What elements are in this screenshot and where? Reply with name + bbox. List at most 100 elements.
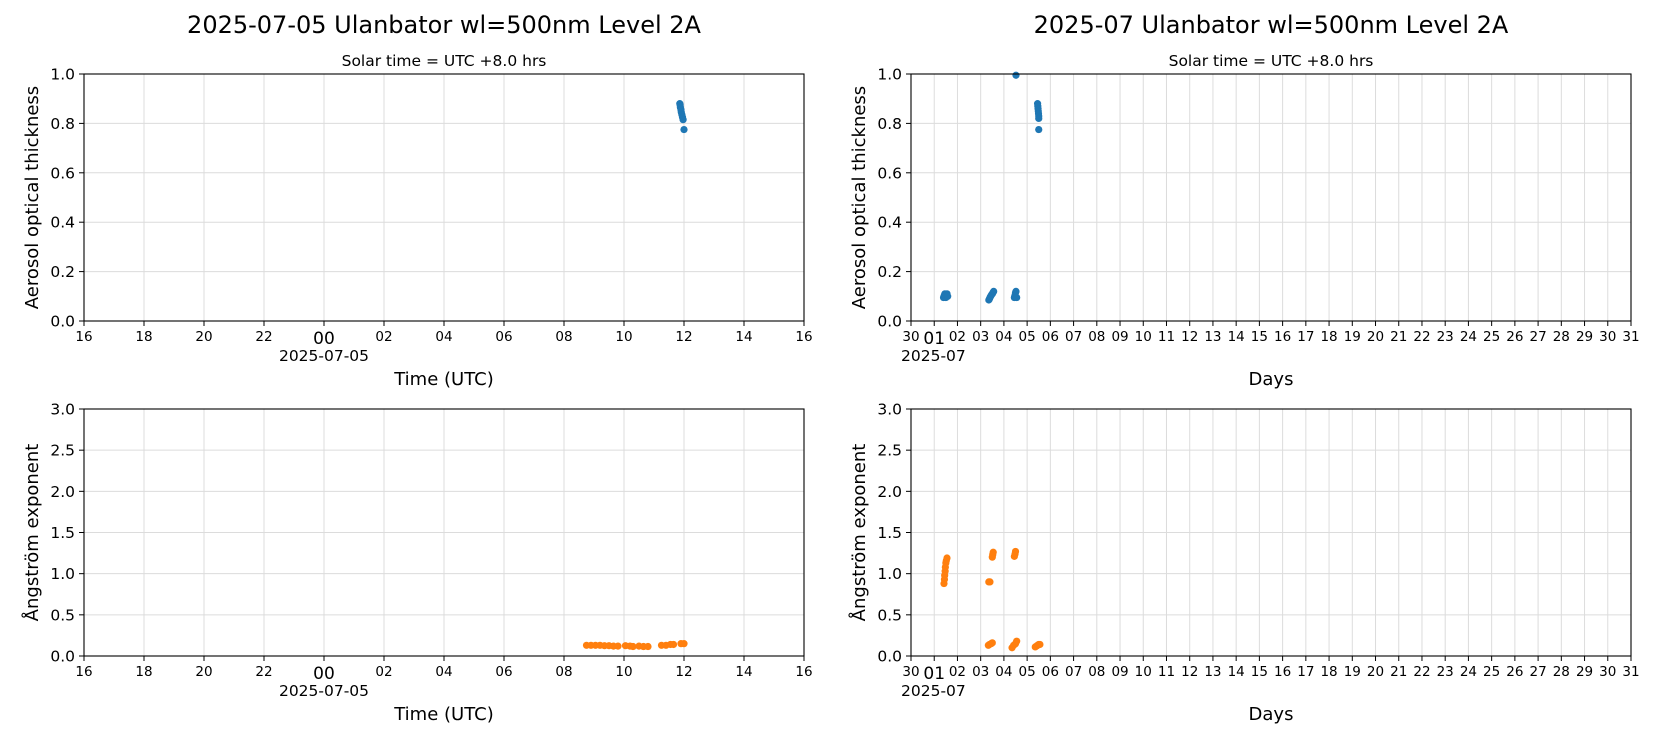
x-tick-label: 16: [75, 329, 92, 345]
chart-monthly-angstrom: 0.00.51.01.52.02.53.030 01 02 03 04 05 06 07 08 0…: [848, 401, 1640, 726]
x-tick-label: 29: [1576, 664, 1593, 680]
x-tick-label: 20: [195, 329, 212, 345]
y-tick-label: 0.4: [877, 214, 902, 232]
y-axis-label: Aerosol optical thickness: [849, 86, 870, 309]
data-point: [1011, 547, 1020, 556]
x-tick-label: 29: [1576, 329, 1593, 345]
x-tick-label: 14: [735, 329, 752, 345]
x-tick-label: 30: [902, 664, 919, 680]
y-tick-label: 0.8: [877, 115, 902, 133]
y-tick-label: 0.0: [50, 313, 75, 331]
data-point: [1012, 71, 1020, 79]
x-tick-label: 22: [255, 664, 272, 680]
x-tick-label: 15: [1251, 664, 1268, 680]
y-tick-label: 1.0: [877, 565, 902, 583]
x-tick-label: 19: [1344, 664, 1361, 680]
x-tick-label: 22: [1413, 664, 1430, 680]
y-axis-label: Aerosol optical thickness: [22, 86, 43, 309]
data-point: [629, 642, 637, 651]
y-tick-label: 2.5: [50, 442, 75, 460]
x-tick-label: 01: [923, 329, 945, 349]
x-tick-label: 23: [1437, 664, 1454, 680]
x-tick-label: 10: [615, 329, 632, 345]
x-tick-label: 18: [1320, 329, 1337, 345]
data-point: [680, 640, 688, 648]
x-tick-label: 02: [375, 329, 392, 345]
data-point: [669, 640, 678, 649]
y-tick-label: 0.0: [877, 648, 902, 666]
data-point: [1035, 125, 1043, 134]
x-tick-label: 10: [1135, 329, 1152, 345]
data-point: [644, 642, 652, 651]
x-tick-label: 04: [995, 329, 1012, 345]
y-tick-label: 0.5: [50, 606, 75, 624]
x-tick-label: 13: [1204, 329, 1221, 345]
x-tick-label: 30: [902, 329, 919, 345]
y-tick-label: 1.0: [877, 66, 902, 84]
x-tick-label: 11: [1158, 664, 1175, 680]
x-tick-label: 16: [795, 329, 812, 345]
x-tick-label: 11: [1158, 329, 1175, 345]
y-tick-label: 0.5: [877, 606, 902, 624]
x-tick-label: 01: [923, 664, 945, 684]
x-tick-label: 02: [375, 664, 392, 680]
plot-frame: [83, 408, 805, 657]
y-tick-label: 3.0: [877, 401, 902, 419]
x-tick-label: 00: [313, 329, 335, 349]
data-point: [989, 548, 997, 556]
data-point: [1013, 637, 1021, 645]
plot-frame: [910, 73, 1632, 322]
x-tick-label: 17: [1297, 664, 1314, 680]
y-axis-label: Ångström exponent: [21, 444, 43, 622]
x-tick-label: 06: [1042, 329, 1059, 345]
x-tick-label: 20: [1367, 664, 1384, 680]
chart-title: 2025-07-05 Ulanbator wl=500nm Level 2A: [187, 11, 701, 39]
x-tick-label: 05: [1019, 329, 1036, 345]
x-tick-label: 21: [1390, 664, 1407, 680]
x-tick-label: 18: [135, 329, 152, 345]
x-tick-label: 12: [675, 664, 692, 680]
x-tick-label: 27: [1530, 664, 1547, 680]
y-tick-label: 3.0: [50, 401, 75, 419]
x-tick-label: 13: [1204, 664, 1221, 680]
x-tick-label: 23: [1437, 329, 1454, 345]
y-tick-label: 1.5: [877, 524, 902, 542]
plot-frame: [910, 408, 1632, 657]
x-tick-label: 06: [1042, 664, 1059, 680]
data-point: [679, 116, 687, 124]
x-tick-label: 22: [255, 329, 272, 345]
x-tick-label: 27: [1530, 329, 1547, 345]
x-tick-label: 06: [495, 664, 512, 680]
chart-daily-aod: 2025-07-05 Ulanbator wl=500nm Level 2A So…: [22, 11, 813, 390]
y-tick-label: 1.0: [50, 66, 75, 84]
x-tick-label: 10: [615, 664, 632, 680]
x-tick-label: 15: [1251, 329, 1268, 345]
data-point: [680, 125, 688, 134]
y-axis-label: Ångström exponent: [848, 444, 870, 622]
x-tick-label: 18: [135, 664, 152, 680]
x-tick-label: 28: [1553, 329, 1570, 345]
chart-subtitle: Solar time = UTC +8.0 hrs: [1169, 52, 1374, 70]
y-tick-label: 0.8: [50, 115, 75, 133]
x-tick-label: 04: [995, 664, 1012, 680]
chart-title: 2025-07 Ulanbator wl=500nm Level 2A: [1034, 11, 1509, 39]
y-tick-label: 2.5: [877, 442, 902, 460]
x-axis-label: Time (UTC): [393, 704, 494, 725]
x-tick-label: 25: [1483, 664, 1500, 680]
data-point: [614, 642, 622, 650]
x-tick-label: 16: [1274, 664, 1291, 680]
x-tick-label: 04: [435, 664, 452, 680]
x-tick-label: 28: [1553, 664, 1570, 680]
x-offset-label: 2025-07: [901, 682, 966, 700]
x-offset-label: 2025-07-05: [279, 347, 369, 365]
y-tick-label: 0.4: [50, 214, 75, 232]
data-point: [943, 554, 951, 562]
y-tick-label: 1.5: [50, 524, 75, 542]
x-tick-label: 18: [1320, 664, 1337, 680]
x-tick-label: 16: [1274, 329, 1291, 345]
chart-subtitle: Solar time = UTC +8.0 hrs: [342, 52, 547, 70]
x-tick-label: 17: [1297, 329, 1314, 345]
x-axis-label: Days: [1249, 704, 1294, 725]
y-tick-label: 0.0: [50, 648, 75, 666]
